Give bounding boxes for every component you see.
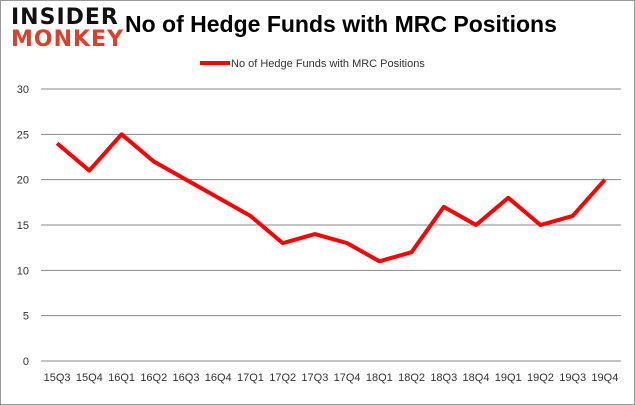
x-tick-label: 16Q2	[140, 372, 167, 384]
x-tick-label: 16Q4	[205, 372, 232, 384]
y-tick-label: 10	[17, 265, 29, 277]
x-tick-label: 17Q3	[301, 372, 328, 384]
series-line	[55, 132, 607, 264]
x-tick-label: 18Q1	[366, 372, 393, 384]
y-tick-label: 5	[23, 311, 29, 323]
y-tick-label: 25	[17, 129, 29, 141]
x-tick-label: 18Q3	[430, 372, 457, 384]
x-tick-label: 17Q4	[334, 372, 361, 384]
legend-label: No of Hedge Funds with MRC Positions	[231, 58, 425, 70]
y-tick-label: 20	[17, 175, 29, 187]
x-tick-label: 16Q1	[108, 372, 135, 384]
x-tick-label: 15Q3	[44, 372, 71, 384]
logo-line2: MONKEY	[11, 27, 125, 52]
y-tick-label: 15	[17, 220, 29, 232]
y-tick-label: 0	[23, 356, 29, 368]
x-tick-label: 19Q1	[495, 372, 522, 384]
x-tick-label: 15Q4	[76, 372, 103, 384]
x-tick-label: 19Q3	[559, 372, 586, 384]
x-tick-label: 17Q2	[269, 372, 296, 384]
x-tick-label: 16Q3	[173, 372, 200, 384]
x-tick-label: 17Q1	[237, 372, 264, 384]
x-tick-label: 18Q2	[398, 372, 425, 384]
y-tick-label: 30	[17, 84, 29, 96]
chart-title: No of Hedge Funds with MRC Positions	[125, 11, 557, 37]
x-tick-label: 18Q4	[463, 372, 490, 384]
insider-monkey-logo: INSIDER MONKEY	[11, 7, 124, 51]
x-tick-label: 19Q2	[527, 372, 554, 384]
x-tick-label: 19Q4	[591, 372, 618, 384]
logo-line1: INSIDER	[11, 5, 119, 30]
